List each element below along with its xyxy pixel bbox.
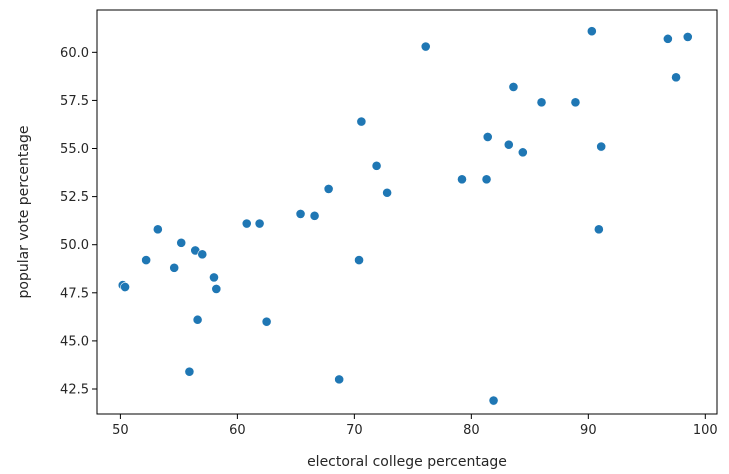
data-point xyxy=(593,224,604,235)
data-point xyxy=(295,209,306,219)
x-tick-label: 100 xyxy=(693,423,718,438)
x-tick-label: 90 xyxy=(580,423,597,438)
data-point xyxy=(152,224,163,235)
data-point xyxy=(503,139,514,150)
data-point xyxy=(420,41,431,52)
data-point xyxy=(176,237,187,248)
data-point xyxy=(120,282,130,292)
data-point xyxy=(241,218,252,229)
x-axis-ticks: 50 60 70 80 90 100 xyxy=(112,414,718,438)
y-axis-label: popular vote percentage xyxy=(16,126,32,299)
y-tick-label: 45.0 xyxy=(60,334,89,349)
data-point xyxy=(482,132,493,142)
data-point xyxy=(536,97,547,108)
data-point xyxy=(682,32,693,42)
data-point xyxy=(309,210,320,221)
data-point xyxy=(488,395,499,406)
y-axis-ticks: 42.5 45.0 47.5 50.0 52.5 55.0 57.5 60.0 xyxy=(60,46,97,397)
data-point xyxy=(197,249,208,260)
data-point xyxy=(354,255,364,265)
data-point xyxy=(457,174,467,185)
data-point xyxy=(596,141,607,152)
data-point xyxy=(671,72,681,83)
x-tick-label: 70 xyxy=(346,423,363,438)
data-point xyxy=(508,82,519,92)
data-point xyxy=(517,147,528,158)
y-tick-label: 57.5 xyxy=(60,94,89,109)
x-axis-label: electoral college percentage xyxy=(307,454,507,470)
data-point xyxy=(192,314,203,325)
data-point xyxy=(371,160,382,171)
x-tick-label: 60 xyxy=(229,423,246,438)
data-point xyxy=(209,272,219,283)
data-points xyxy=(117,26,693,406)
data-point xyxy=(586,26,597,37)
y-tick-label: 52.5 xyxy=(60,190,89,205)
x-tick-label: 50 xyxy=(112,423,129,438)
data-point xyxy=(662,33,673,44)
plot-frame xyxy=(96,9,718,415)
data-point xyxy=(254,218,265,229)
data-point xyxy=(211,284,222,294)
data-point xyxy=(356,116,367,127)
data-point xyxy=(184,366,195,377)
y-tick-label: 55.0 xyxy=(60,142,89,157)
y-tick-label: 47.5 xyxy=(60,286,89,301)
data-point xyxy=(382,187,393,198)
data-point xyxy=(481,174,492,185)
data-point xyxy=(141,255,152,265)
y-tick-label: 50.0 xyxy=(60,238,89,253)
y-tick-label: 42.5 xyxy=(60,382,89,397)
plot-background xyxy=(97,10,717,414)
data-point xyxy=(334,374,345,385)
data-point xyxy=(323,184,334,194)
x-tick-label: 80 xyxy=(463,423,480,438)
data-point xyxy=(169,262,180,273)
data-point xyxy=(261,316,272,327)
y-tick-label: 60.0 xyxy=(60,46,89,61)
data-point xyxy=(570,97,581,108)
